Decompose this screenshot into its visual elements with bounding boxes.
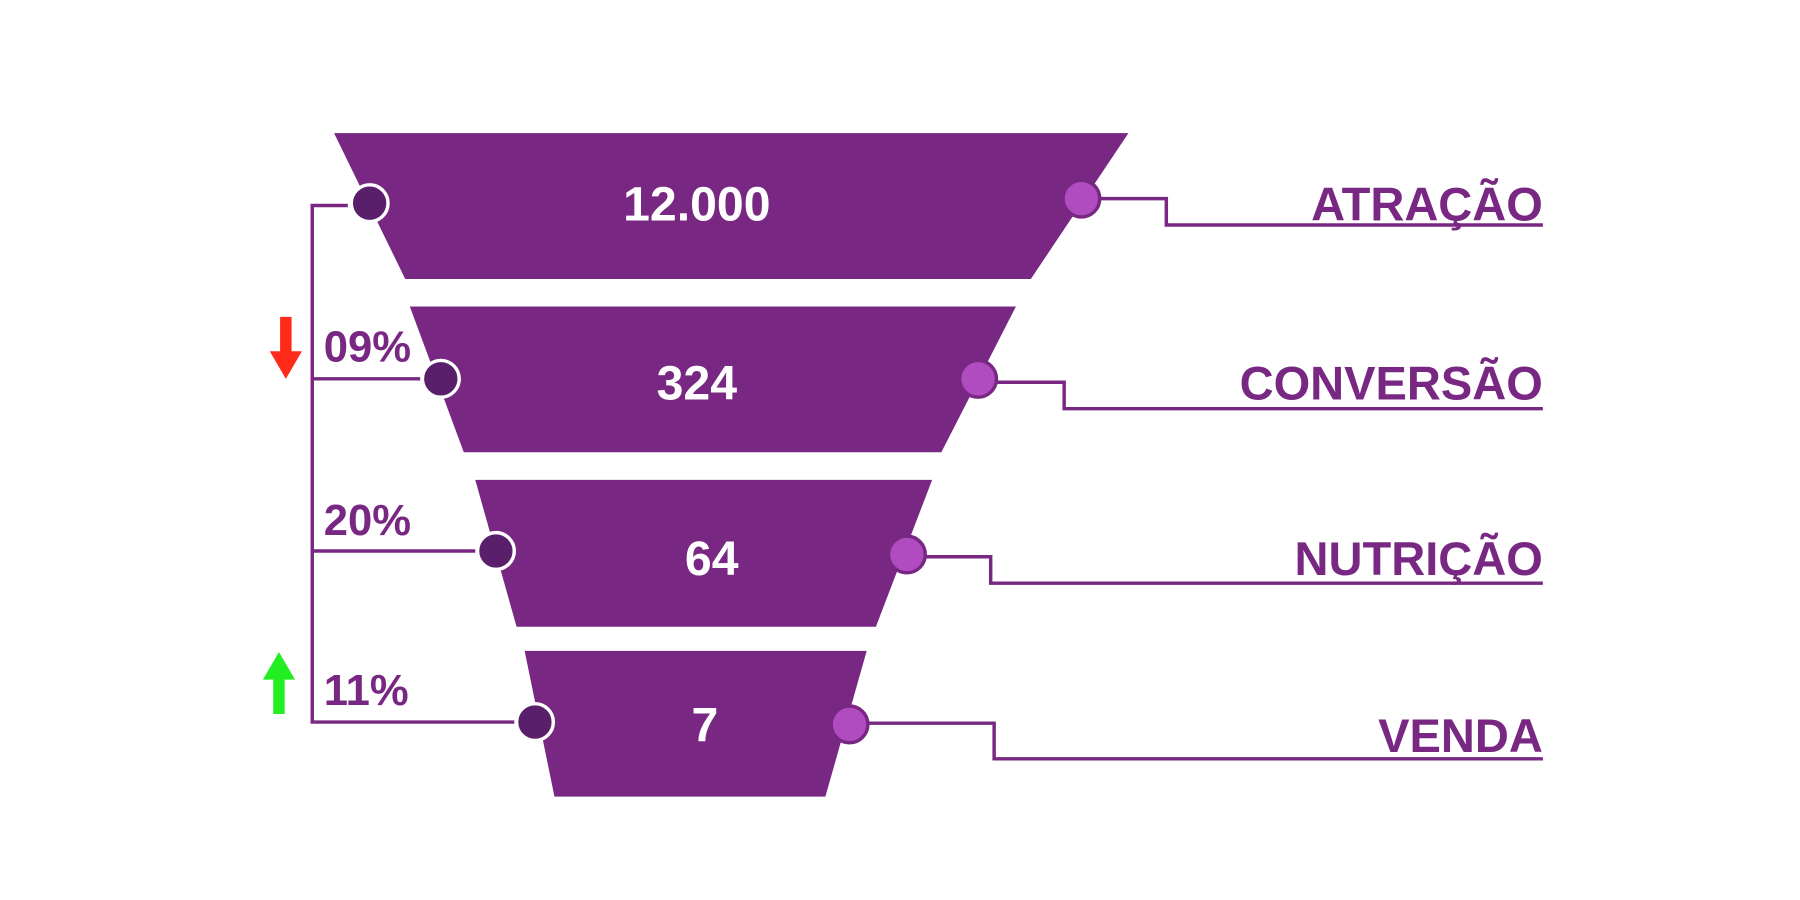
stage-label: ATRAÇÃO — [1311, 177, 1543, 230]
connector — [1099, 196, 1543, 227]
stage-rate: 20% — [324, 497, 411, 545]
stage-value: 7 — [691, 699, 718, 753]
funnel-stage — [409, 306, 1016, 453]
connector — [996, 380, 1543, 411]
funnel-stage — [524, 650, 867, 797]
up-arrow — [262, 652, 296, 715]
stage-value: 64 — [685, 532, 739, 586]
funnel-stage — [475, 479, 933, 627]
stage-label: NUTRIÇÃO — [1295, 532, 1543, 585]
node-dot — [886, 534, 927, 575]
connector — [867, 721, 1543, 761]
stage-value: 12.000 — [623, 177, 770, 231]
node-dot — [349, 183, 390, 224]
node-dot — [420, 358, 461, 399]
stage-label: CONVERSÃO — [1240, 356, 1543, 409]
rate-bracket — [310, 203, 515, 724]
connector — [925, 555, 1543, 585]
node-dot — [957, 358, 999, 399]
funnel-stage — [334, 133, 1129, 279]
node-dot — [514, 701, 556, 743]
stage-rate: 09% — [324, 324, 411, 372]
node-dot — [829, 704, 870, 745]
stage-value: 324 — [657, 356, 738, 410]
node-dot — [475, 530, 517, 572]
down-arrow — [269, 316, 302, 379]
stage-label: VENDA — [1378, 709, 1543, 762]
node-dot — [1061, 178, 1102, 219]
stage-rate: 11% — [324, 667, 409, 715]
